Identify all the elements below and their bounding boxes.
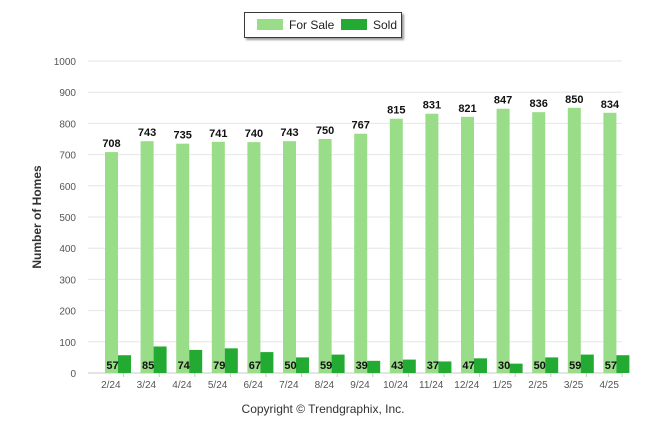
x-tick-label: 5/24 bbox=[208, 380, 228, 391]
y-tick-label: 900 bbox=[59, 88, 76, 99]
y-tick-label: 800 bbox=[59, 119, 76, 130]
x-tick-label: 2/24 bbox=[101, 380, 121, 391]
y-tick-label: 1000 bbox=[54, 57, 77, 68]
bar-for-sale bbox=[354, 133, 368, 373]
data-label-for-sale: 740 bbox=[245, 128, 263, 140]
y-tick-label: 400 bbox=[59, 244, 76, 255]
data-label-for-sale: 834 bbox=[601, 99, 620, 111]
copyright-text: Copyright © Trendgraphix, Inc. bbox=[241, 402, 405, 416]
y-tick-label: 0 bbox=[70, 369, 76, 380]
data-label-for-sale: 815 bbox=[387, 105, 405, 117]
legend-label-for-sale: For Sale bbox=[289, 18, 335, 32]
data-label-sold: 79 bbox=[213, 360, 225, 372]
bar-sold bbox=[509, 363, 523, 373]
legend-label-sold: Sold bbox=[373, 18, 398, 32]
bar-sold bbox=[224, 348, 238, 373]
bar-for-sale bbox=[283, 141, 296, 373]
x-tick-label: 12/24 bbox=[454, 380, 479, 391]
bar-for-sale bbox=[140, 141, 154, 373]
x-tick-label: 3/24 bbox=[137, 380, 157, 391]
x-tick-label: 10/24 bbox=[383, 380, 408, 391]
x-tick-label: 1/25 bbox=[493, 380, 513, 391]
data-label-for-sale: 743 bbox=[280, 127, 298, 139]
data-label-sold: 39 bbox=[356, 360, 368, 372]
data-label-for-sale: 750 bbox=[316, 125, 334, 137]
x-tick-label: 7/24 bbox=[279, 380, 299, 391]
data-label-for-sale: 847 bbox=[494, 95, 512, 107]
bar-sold bbox=[474, 358, 487, 373]
bar-for-sale bbox=[247, 142, 261, 373]
bar-sold bbox=[118, 355, 131, 373]
bar-sold bbox=[438, 361, 452, 373]
x-tick-label: 6/24 bbox=[243, 380, 263, 391]
bar-sold bbox=[367, 360, 381, 373]
x-tick-label: 4/25 bbox=[599, 380, 619, 391]
bar-for-sale bbox=[105, 152, 118, 373]
data-label-sold: 57 bbox=[106, 360, 118, 372]
bar-sold bbox=[402, 359, 416, 373]
bar-for-sale bbox=[567, 107, 581, 374]
bar-for-sale bbox=[318, 139, 332, 373]
y-tick-label: 500 bbox=[59, 213, 76, 224]
data-label-for-sale: 850 bbox=[565, 94, 583, 106]
x-tick-label: 8/24 bbox=[315, 380, 335, 391]
bar-sold bbox=[189, 349, 203, 373]
data-label-for-sale: 735 bbox=[174, 130, 192, 142]
bar-sold bbox=[331, 354, 345, 373]
data-label-for-sale: 741 bbox=[209, 128, 227, 140]
x-tick-label: 4/24 bbox=[172, 380, 192, 391]
data-label-sold: 37 bbox=[427, 360, 439, 372]
bar-sold bbox=[260, 352, 274, 373]
bar-sold bbox=[296, 357, 309, 373]
data-label-sold: 57 bbox=[605, 360, 617, 372]
legend-swatch-sold bbox=[341, 19, 367, 30]
data-label-sold: 59 bbox=[320, 360, 332, 372]
x-tick-label: 3/25 bbox=[564, 380, 584, 391]
bar-sold bbox=[580, 354, 594, 373]
legend-item-sold[interactable]: Sold bbox=[341, 18, 397, 32]
data-label-for-sale: 821 bbox=[458, 103, 476, 115]
data-label-for-sale: 831 bbox=[423, 100, 441, 112]
bar-for-sale bbox=[211, 141, 225, 373]
legend: For Sale Sold bbox=[244, 12, 402, 38]
bar-for-sale bbox=[532, 112, 546, 373]
bar-for-sale bbox=[425, 113, 439, 373]
data-label-sold: 59 bbox=[569, 360, 581, 372]
bar-for-sale bbox=[389, 118, 403, 373]
bar-for-sale bbox=[496, 108, 510, 374]
x-tick-label: 9/24 bbox=[350, 380, 370, 391]
y-tick-label: 600 bbox=[59, 182, 76, 193]
bar-sold bbox=[545, 357, 559, 373]
y-tick-label: 100 bbox=[59, 338, 76, 349]
bar-sold bbox=[153, 346, 167, 373]
data-label-for-sale: 708 bbox=[102, 138, 120, 150]
legend-item-for-sale[interactable]: For Sale bbox=[257, 18, 334, 32]
data-label-sold: 30 bbox=[498, 360, 510, 372]
data-label-sold: 67 bbox=[249, 360, 261, 372]
y-tick-label: 700 bbox=[59, 151, 76, 162]
y-tick-label: 300 bbox=[59, 275, 76, 286]
data-label-for-sale: 836 bbox=[530, 98, 548, 110]
bar-for-sale bbox=[603, 112, 617, 374]
bar-for-sale bbox=[461, 116, 474, 374]
data-label-for-sale: 743 bbox=[138, 127, 156, 139]
legend-swatch-for-sale bbox=[257, 19, 283, 30]
data-label-sold: 50 bbox=[284, 360, 296, 372]
data-label-sold: 47 bbox=[462, 360, 474, 372]
data-label-sold: 43 bbox=[391, 360, 403, 372]
data-label-sold: 85 bbox=[142, 360, 154, 372]
y-axis-title: Number of Homes bbox=[30, 165, 44, 269]
y-tick-label: 200 bbox=[59, 307, 76, 318]
x-tick-label: 11/24 bbox=[419, 380, 444, 391]
bar-sold bbox=[616, 355, 630, 373]
data-label-sold: 74 bbox=[178, 360, 191, 372]
data-label-sold: 50 bbox=[534, 360, 546, 372]
x-tick-label: 2/25 bbox=[528, 380, 548, 391]
bar-for-sale bbox=[176, 143, 190, 373]
data-label-for-sale: 767 bbox=[352, 120, 370, 132]
